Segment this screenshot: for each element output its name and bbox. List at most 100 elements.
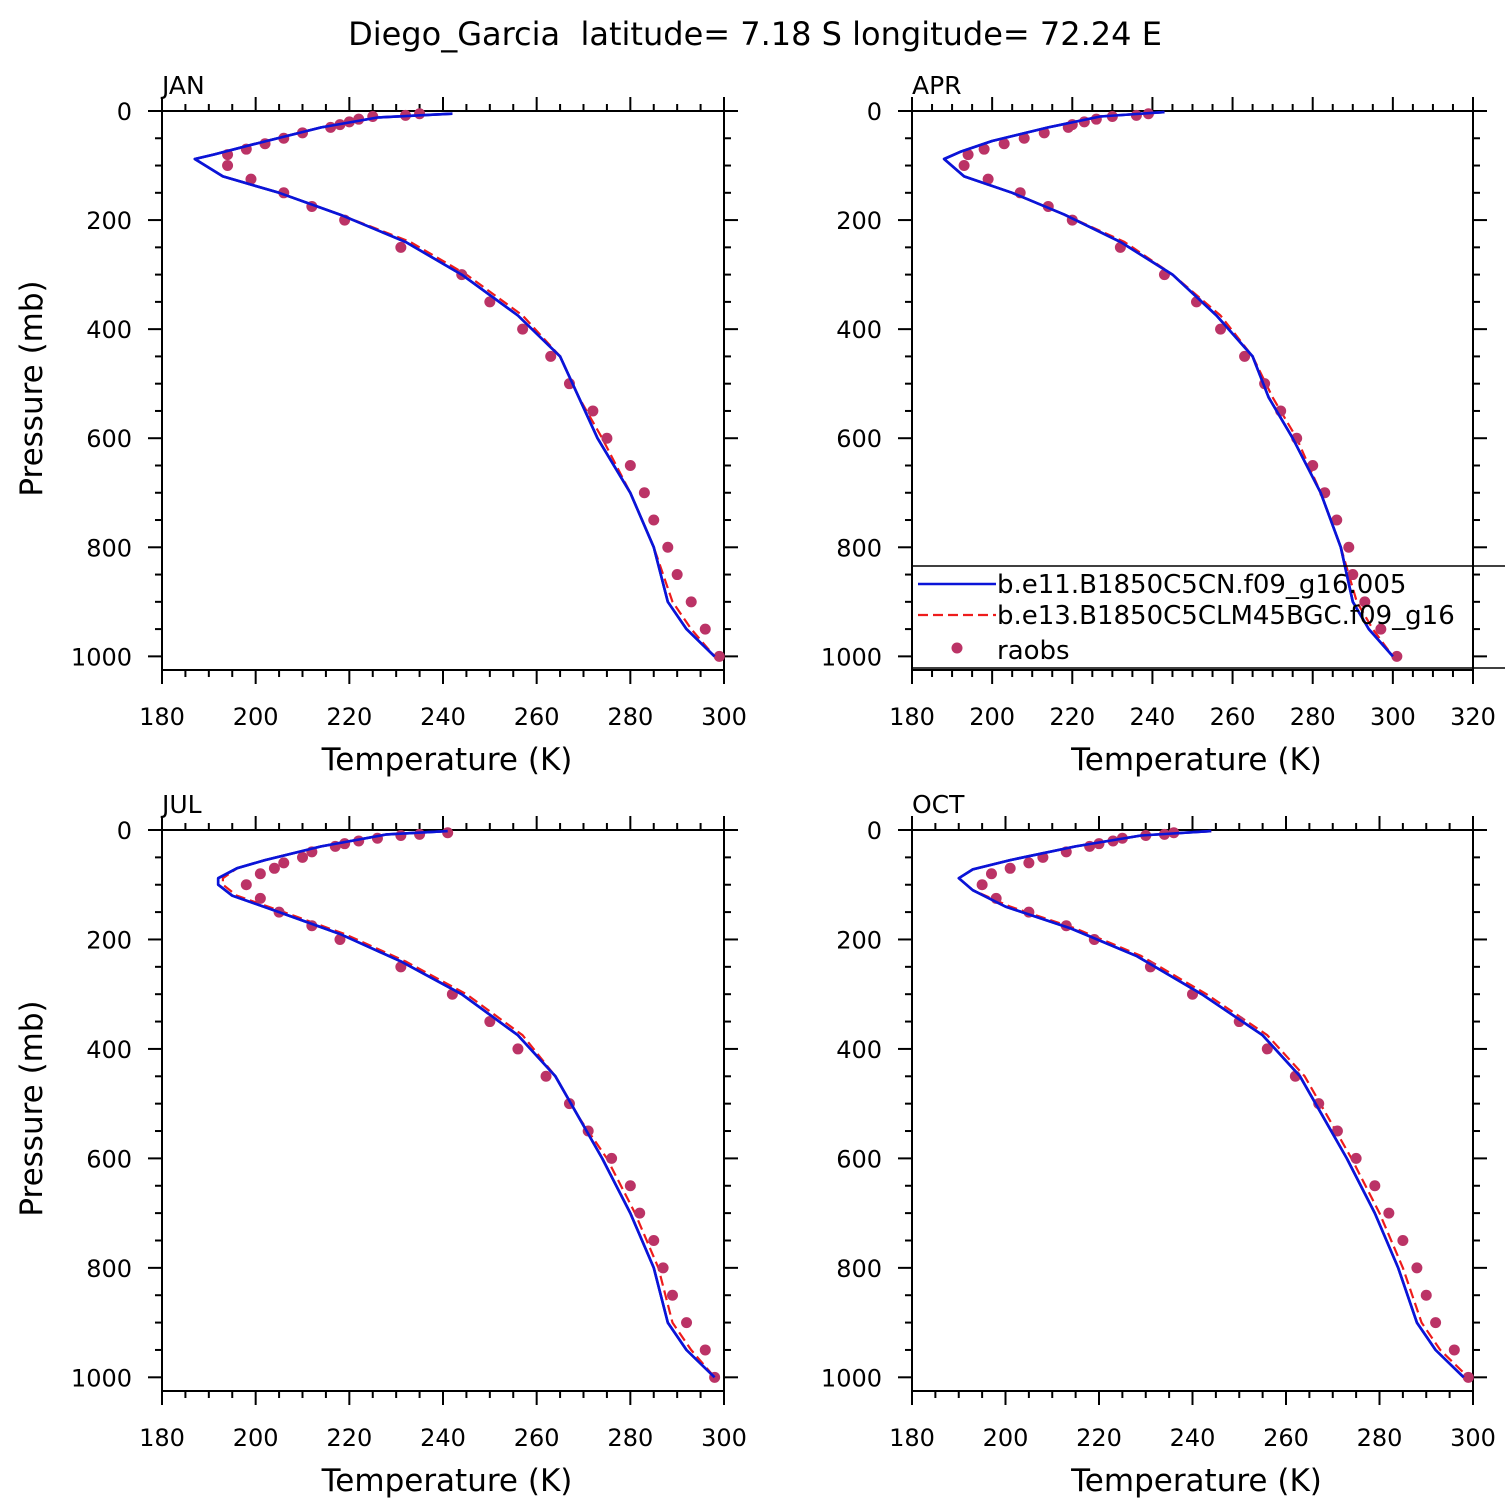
x-tick-label: 220 bbox=[326, 1424, 372, 1452]
x-tick-label: 300 bbox=[701, 1424, 747, 1452]
x-tick-label: 180 bbox=[139, 1424, 185, 1452]
y-tick-label: 1000 bbox=[71, 643, 132, 671]
y-tick-label: 200 bbox=[86, 926, 132, 954]
data-point bbox=[699, 623, 711, 635]
data-point bbox=[1343, 541, 1355, 553]
x-tick-label: 300 bbox=[1450, 1424, 1496, 1452]
data-point bbox=[395, 241, 407, 253]
data-point bbox=[671, 569, 683, 581]
panel-apr: APR 180 200 220 240 260 280 300 320 0 200 400 600 800… bbox=[821, 71, 1496, 778]
plot-frame bbox=[911, 829, 1474, 1392]
y-tick-label: 800 bbox=[86, 1255, 132, 1283]
y-axis-label: Pressure (mb) bbox=[14, 280, 50, 496]
data-point bbox=[681, 1317, 693, 1329]
series-raobs bbox=[976, 827, 1474, 1383]
data-point bbox=[666, 1289, 678, 1301]
data-point bbox=[484, 296, 496, 308]
y-tick-label: 1000 bbox=[821, 643, 882, 671]
y-tick-label: 400 bbox=[86, 1036, 132, 1064]
data-point bbox=[1448, 1344, 1460, 1356]
legend: b.e11.B1850C5CN.f09_g16.005b.e13.B1850C5… bbox=[912, 565, 1505, 669]
series-line-model1-overlay bbox=[957, 829, 1465, 1379]
data-point bbox=[1023, 857, 1035, 869]
series-line-model1-overlay bbox=[216, 829, 716, 1379]
data-point bbox=[254, 892, 266, 904]
x-tick-label: 180 bbox=[889, 1424, 935, 1452]
y-axis-label: Pressure (mb) bbox=[14, 1000, 50, 1216]
series-raobs bbox=[240, 827, 721, 1383]
y-tick-label: 200 bbox=[86, 207, 132, 235]
panel-oct: OCT 180 200 220 240 260 280 300 0 200 400 600 800 100… bbox=[821, 790, 1496, 1499]
y-tick-label: 1000 bbox=[71, 1364, 132, 1392]
figure-title: Diego_Garcia latitude= 7.18 S longitude=… bbox=[348, 15, 1162, 53]
x-tick-label: 180 bbox=[139, 703, 185, 731]
y-tick-label: 600 bbox=[836, 1145, 882, 1173]
panel-title: OCT bbox=[912, 790, 965, 819]
data-point bbox=[624, 459, 636, 471]
data-point bbox=[442, 827, 454, 839]
data-point bbox=[1215, 323, 1227, 335]
data-point bbox=[648, 1234, 660, 1246]
data-point bbox=[1331, 514, 1343, 526]
data-point bbox=[962, 149, 974, 161]
plot-frame bbox=[161, 110, 725, 671]
data-point bbox=[601, 432, 613, 444]
data-point bbox=[657, 1262, 669, 1274]
x-tick-label: 260 bbox=[514, 1424, 560, 1452]
series-line-model2 bbox=[221, 830, 716, 1379]
y-tick-label: 200 bbox=[836, 207, 882, 235]
x-tick-label: 240 bbox=[420, 1424, 466, 1452]
data-point bbox=[662, 541, 674, 553]
x-tick-label: 220 bbox=[1049, 703, 1095, 731]
x-tick-label: 280 bbox=[1290, 703, 1336, 731]
data-point bbox=[978, 143, 990, 155]
legend-label: b.e13.B1850C5CLM45BGC.f09_g16 bbox=[997, 601, 1455, 631]
x-tick-label: 260 bbox=[514, 703, 560, 731]
data-point bbox=[685, 596, 697, 608]
data-point bbox=[998, 138, 1010, 150]
y-tick-label: 600 bbox=[86, 425, 132, 453]
legend-swatch-marker bbox=[951, 642, 963, 654]
y-tick-label: 0 bbox=[117, 817, 132, 845]
data-point bbox=[1239, 350, 1251, 362]
panel-title: JUL bbox=[160, 790, 202, 819]
data-point bbox=[713, 650, 725, 662]
data-point bbox=[1350, 1152, 1362, 1164]
y-tick-label: 1000 bbox=[821, 1364, 882, 1392]
data-point bbox=[699, 1344, 711, 1356]
x-tick-label: 300 bbox=[701, 703, 747, 731]
x-tick-label: 280 bbox=[607, 1424, 653, 1452]
data-point bbox=[1004, 862, 1016, 874]
x-axis-label: Temperature (K) bbox=[321, 1463, 573, 1499]
data-point bbox=[1420, 1289, 1432, 1301]
data-point bbox=[982, 173, 994, 185]
x-tick-label: 180 bbox=[889, 703, 935, 731]
x-tick-label: 260 bbox=[1210, 703, 1256, 731]
data-point bbox=[976, 879, 988, 891]
data-point bbox=[334, 933, 346, 945]
data-point bbox=[1369, 1180, 1381, 1192]
y-tick-label: 800 bbox=[86, 534, 132, 562]
x-tick-label: 200 bbox=[233, 1424, 279, 1452]
y-tick-label: 200 bbox=[836, 926, 882, 954]
data-point bbox=[985, 868, 997, 880]
legend-label: b.e11.B1850C5CN.f09_g16.005 bbox=[997, 570, 1406, 600]
data-point bbox=[240, 879, 252, 891]
y-tick-label: 800 bbox=[836, 1255, 882, 1283]
y-tick-label: 0 bbox=[117, 98, 132, 126]
data-point bbox=[268, 862, 280, 874]
data-point bbox=[1359, 596, 1371, 608]
panel-title: JAN bbox=[160, 71, 205, 100]
data-point bbox=[1307, 459, 1319, 471]
data-point bbox=[517, 323, 529, 335]
data-point bbox=[1411, 1262, 1423, 1274]
y-tick-label: 600 bbox=[836, 425, 882, 453]
data-point bbox=[1397, 1234, 1409, 1246]
y-tick-label: 0 bbox=[867, 817, 882, 845]
y-tick-label: 400 bbox=[86, 316, 132, 344]
data-point bbox=[958, 160, 970, 172]
data-point bbox=[245, 173, 257, 185]
x-tick-label: 280 bbox=[607, 703, 653, 731]
data-point bbox=[1018, 132, 1030, 144]
data-point bbox=[1375, 623, 1387, 635]
